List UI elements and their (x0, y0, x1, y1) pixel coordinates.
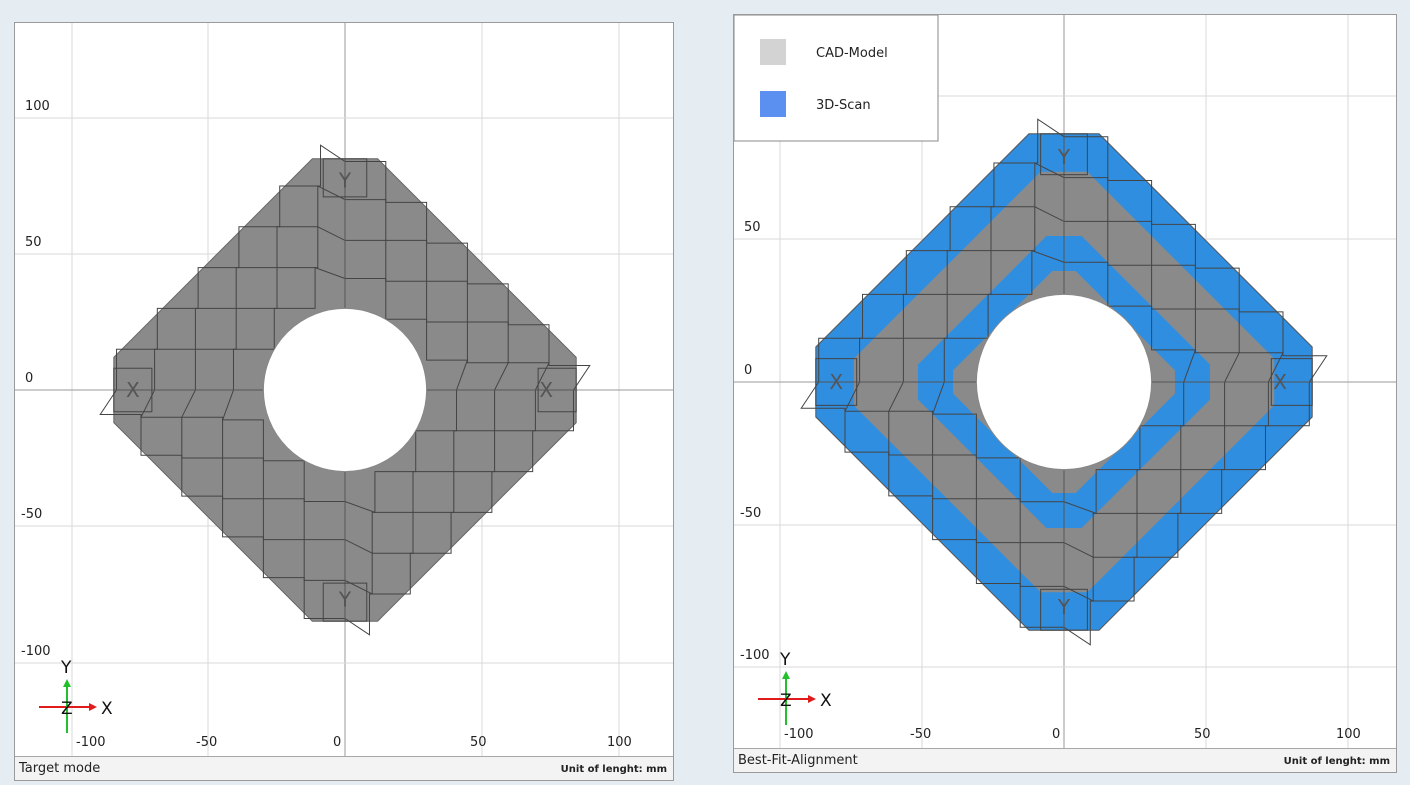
axis-z-label: Z (61, 699, 73, 719)
x-tick-label: 0 (333, 735, 341, 750)
legend-label: 3D-Scan (816, 98, 871, 113)
x-tick-label: -50 (196, 735, 217, 750)
viewport-panel-target: Y Y X X -100 -50 0 50 100 100 50 0 -50 -100 X Y Z Targ… (14, 22, 674, 781)
y-tick-label: -100 (740, 648, 770, 663)
y-tick-label: 0 (25, 371, 33, 386)
axis-y-label: Y (779, 650, 791, 670)
x-tick-label: 100 (1336, 727, 1361, 742)
status-bar: Target mode Unit of lenght: mm (15, 756, 673, 780)
feature-mark: X (829, 370, 843, 394)
legend-box (734, 15, 939, 142)
y-tick-label: -100 (21, 644, 51, 659)
y-tick-label: 50 (25, 235, 42, 250)
status-unit: Unit of lenght: mm (560, 764, 667, 775)
axis-y-arrow-icon (782, 671, 790, 679)
x-tick-label: 0 (1052, 727, 1060, 742)
status-mode: Best-Fit-Alignment (738, 753, 858, 768)
axis-y-label: Y (60, 658, 72, 678)
axis-x-arrow-icon (89, 703, 97, 711)
status-mode: Target mode (19, 761, 101, 776)
feature-mark: Y (1057, 145, 1071, 169)
y-tick-label: -50 (21, 507, 42, 522)
feature-tab (815, 358, 858, 406)
status-unit: Unit of lenght: mm (1283, 756, 1390, 767)
x-tick-label: -100 (784, 727, 814, 742)
y-tick-label: -50 (740, 506, 761, 521)
feature-tab (322, 582, 368, 622)
x-tick-label: 50 (470, 735, 487, 750)
feature-mark: Y (1057, 595, 1071, 619)
legend-swatch (760, 91, 786, 117)
feature-mark: X (539, 378, 553, 402)
feature-tab (322, 158, 368, 198)
feature-mark: X (126, 378, 140, 402)
y-tick-label: 100 (25, 99, 50, 114)
feature-tab (1040, 133, 1088, 176)
axis-y-arrow-icon (63, 679, 71, 687)
viewport-left[interactable]: Y Y X X -100 -50 0 50 100 100 50 0 -50 -100 X Y Z (15, 23, 673, 757)
axis-x-label: X (820, 691, 832, 711)
center-hole (262, 307, 428, 473)
axis-x-label: X (101, 699, 113, 719)
y-tick-label: 0 (744, 363, 752, 378)
feature-mark: Y (338, 169, 352, 193)
x-tick-label: 50 (1194, 727, 1211, 742)
feature-tab (537, 367, 577, 413)
feature-tab (1040, 588, 1088, 631)
x-tick-label: 100 (607, 735, 632, 750)
x-tick-label: -100 (76, 735, 106, 750)
axis-z-label: Z (780, 691, 792, 711)
legend-swatch (760, 39, 786, 65)
center-hole (975, 293, 1153, 471)
legend-label: CAD-Model (816, 46, 888, 61)
feature-mark: X (1273, 370, 1287, 394)
status-bar: Best-Fit-Alignment Unit of lenght: mm (734, 748, 1396, 772)
feature-mark: Y (338, 587, 352, 611)
viewport-canvas-left: Y Y X X -100 -50 0 50 100 100 50 0 -50 -100 X Y Z (15, 23, 673, 757)
y-tick-label: 50 (744, 220, 761, 235)
x-tick-label: -50 (910, 727, 931, 742)
feature-tab (1270, 358, 1313, 406)
feature-tab (113, 367, 153, 413)
axis-x-arrow-icon (808, 695, 816, 703)
